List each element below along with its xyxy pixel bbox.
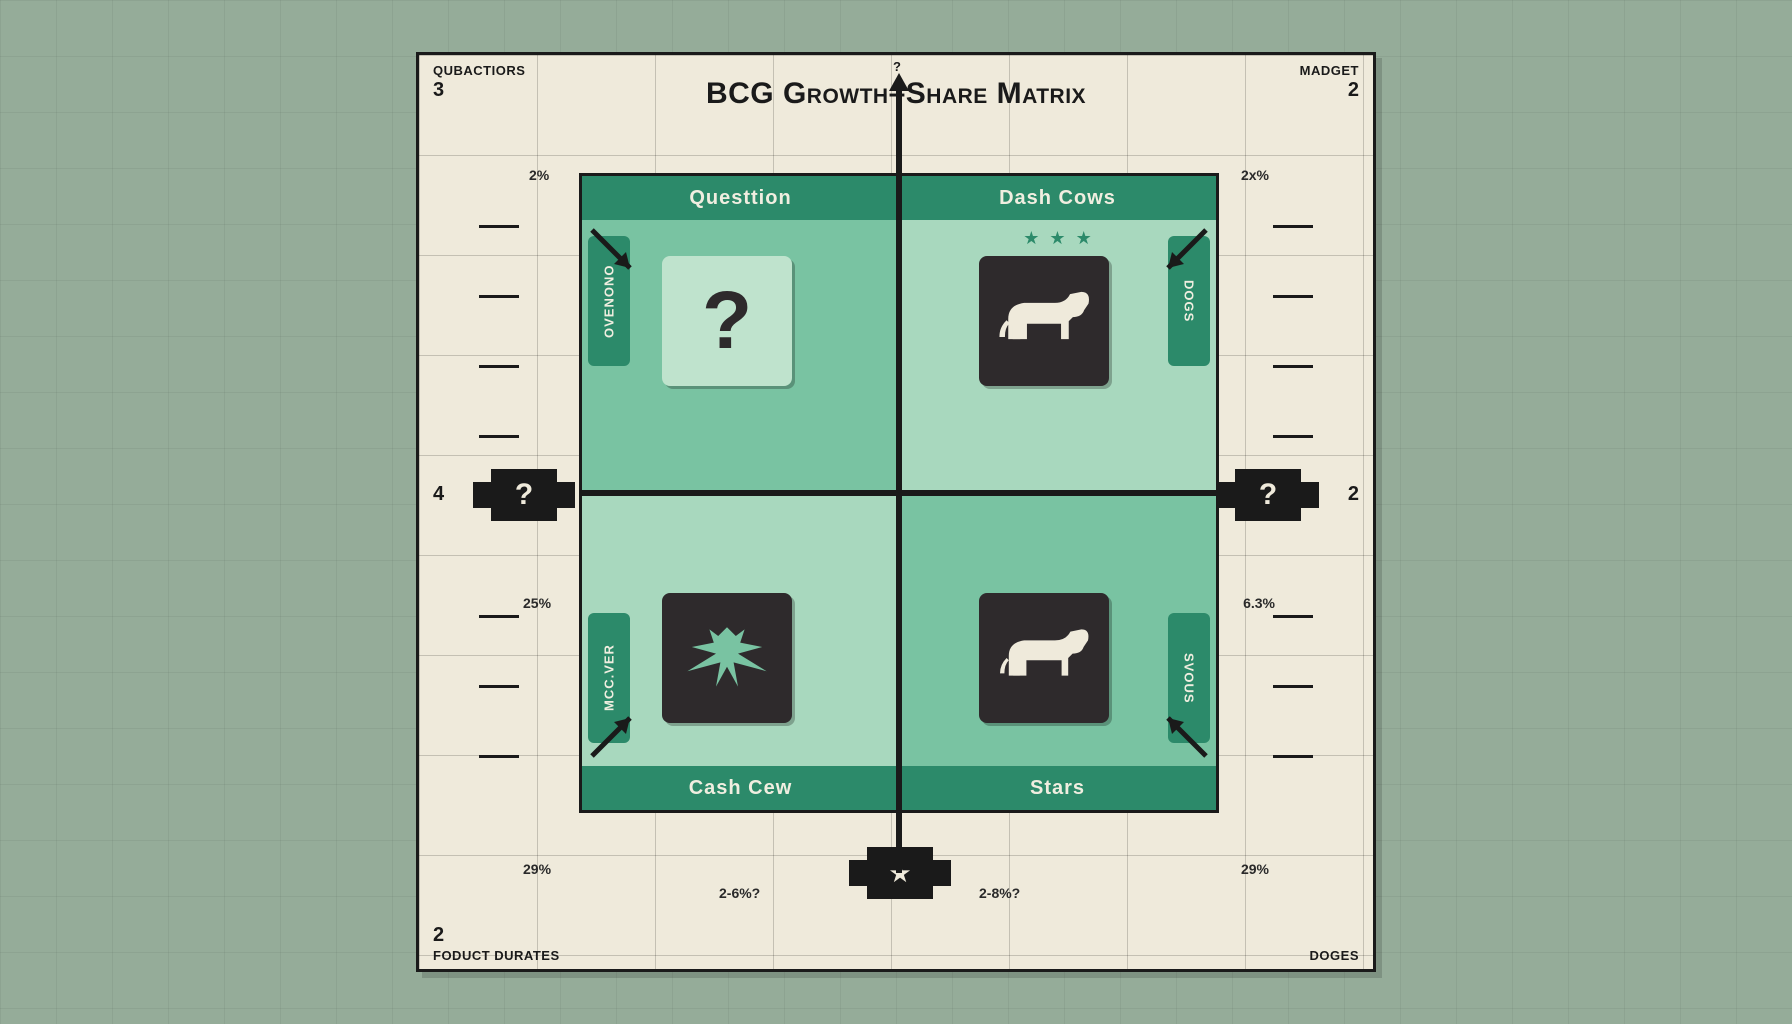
quad-sidetab-question: OVENONO	[588, 236, 630, 366]
axis-left-num: 4	[433, 483, 444, 506]
corner-num-bl: 2	[433, 924, 444, 947]
tick-right-3: 29%	[1241, 861, 1269, 877]
corner-label-bl: FODUCT DURATES	[433, 948, 560, 963]
corner-label-tl: QUBACTIORS	[433, 63, 525, 78]
star-icon: ★	[1023, 228, 1039, 250]
corner-num-tr: 2	[1348, 79, 1359, 102]
tick-mark	[1273, 615, 1313, 618]
axis-right-num: 2	[1348, 483, 1359, 506]
star-icon: ★	[1076, 228, 1092, 250]
stars-row: ★ ★ ★	[899, 228, 1216, 250]
dog-tile	[979, 256, 1109, 386]
tick-mark	[479, 685, 519, 688]
tick-right-2: 6.3%	[1243, 595, 1275, 611]
axis-vertical-ext	[896, 813, 902, 873]
quadrant-cashcew: MCC.VER Cash Cew	[582, 493, 899, 810]
corner-label-br: DOGES	[1310, 948, 1359, 963]
arrowhead-icon	[889, 73, 909, 91]
tick-mark	[479, 755, 519, 758]
quad-sidetab-dogs: DOGS	[1168, 236, 1210, 366]
bottom-tick-left: 2-6%?	[719, 885, 760, 901]
tick-mark	[479, 225, 519, 228]
quad-label-question: Questtion	[582, 176, 899, 220]
axis-vertical-ext	[896, 91, 902, 173]
quad-label-stars: Stars	[899, 766, 1216, 810]
tick-mark	[1273, 685, 1313, 688]
question-icon: ?	[1259, 478, 1277, 512]
quad-label-dashcows: Dash Cows	[899, 176, 1216, 220]
tick-mark	[1273, 365, 1313, 368]
tick-mark	[1273, 225, 1313, 228]
question-icon: ?	[702, 274, 752, 368]
dog-icon	[989, 276, 1099, 366]
quad-sidetab-mccver: MCC.VER	[588, 613, 630, 743]
question-tile: ?	[662, 256, 792, 386]
tick-mark	[479, 365, 519, 368]
tick-mark	[479, 615, 519, 618]
axis-top-glyph: ?	[893, 59, 901, 74]
quadrant-question: Questtion OVENONO ?	[582, 176, 899, 493]
corner-num-tl: 3	[433, 79, 444, 102]
axis-horizontal	[579, 490, 1219, 496]
bottom-tick-right: 2-8%?	[979, 885, 1020, 901]
tick-mark	[1273, 295, 1313, 298]
tick-right-1: 2x%	[1241, 167, 1269, 183]
tick-mark	[1273, 435, 1313, 438]
tick-left-1: 2%	[529, 167, 549, 183]
corner-label-tr: MADGET	[1300, 63, 1359, 78]
question-icon: ?	[515, 478, 533, 512]
quad-sidetab-svous: SVOUS	[1168, 613, 1210, 743]
tick-mark	[1273, 755, 1313, 758]
quadrant-stars: SVOUS Stars	[899, 493, 1216, 810]
tick-left-3: 29%	[523, 861, 551, 877]
matrix-board: BCG Growth–Share Matrix QUBACTIORS MADGE…	[416, 52, 1376, 972]
mid-badge-right: ?	[1235, 469, 1301, 521]
dog-tile-2	[979, 593, 1109, 723]
bird-tile	[662, 593, 792, 723]
tick-mark	[479, 295, 519, 298]
tick-left-2: 25%	[523, 595, 551, 611]
star-icon: ★	[1049, 228, 1065, 250]
bird-icon	[672, 613, 782, 703]
tick-mark	[479, 435, 519, 438]
dog-icon	[989, 613, 1099, 703]
mid-badge-left: ?	[491, 469, 557, 521]
quad-label-cashcew: Cash Cew	[582, 766, 899, 810]
quadrant-dashcows: Dash Cows DOGS ★ ★ ★	[899, 176, 1216, 493]
